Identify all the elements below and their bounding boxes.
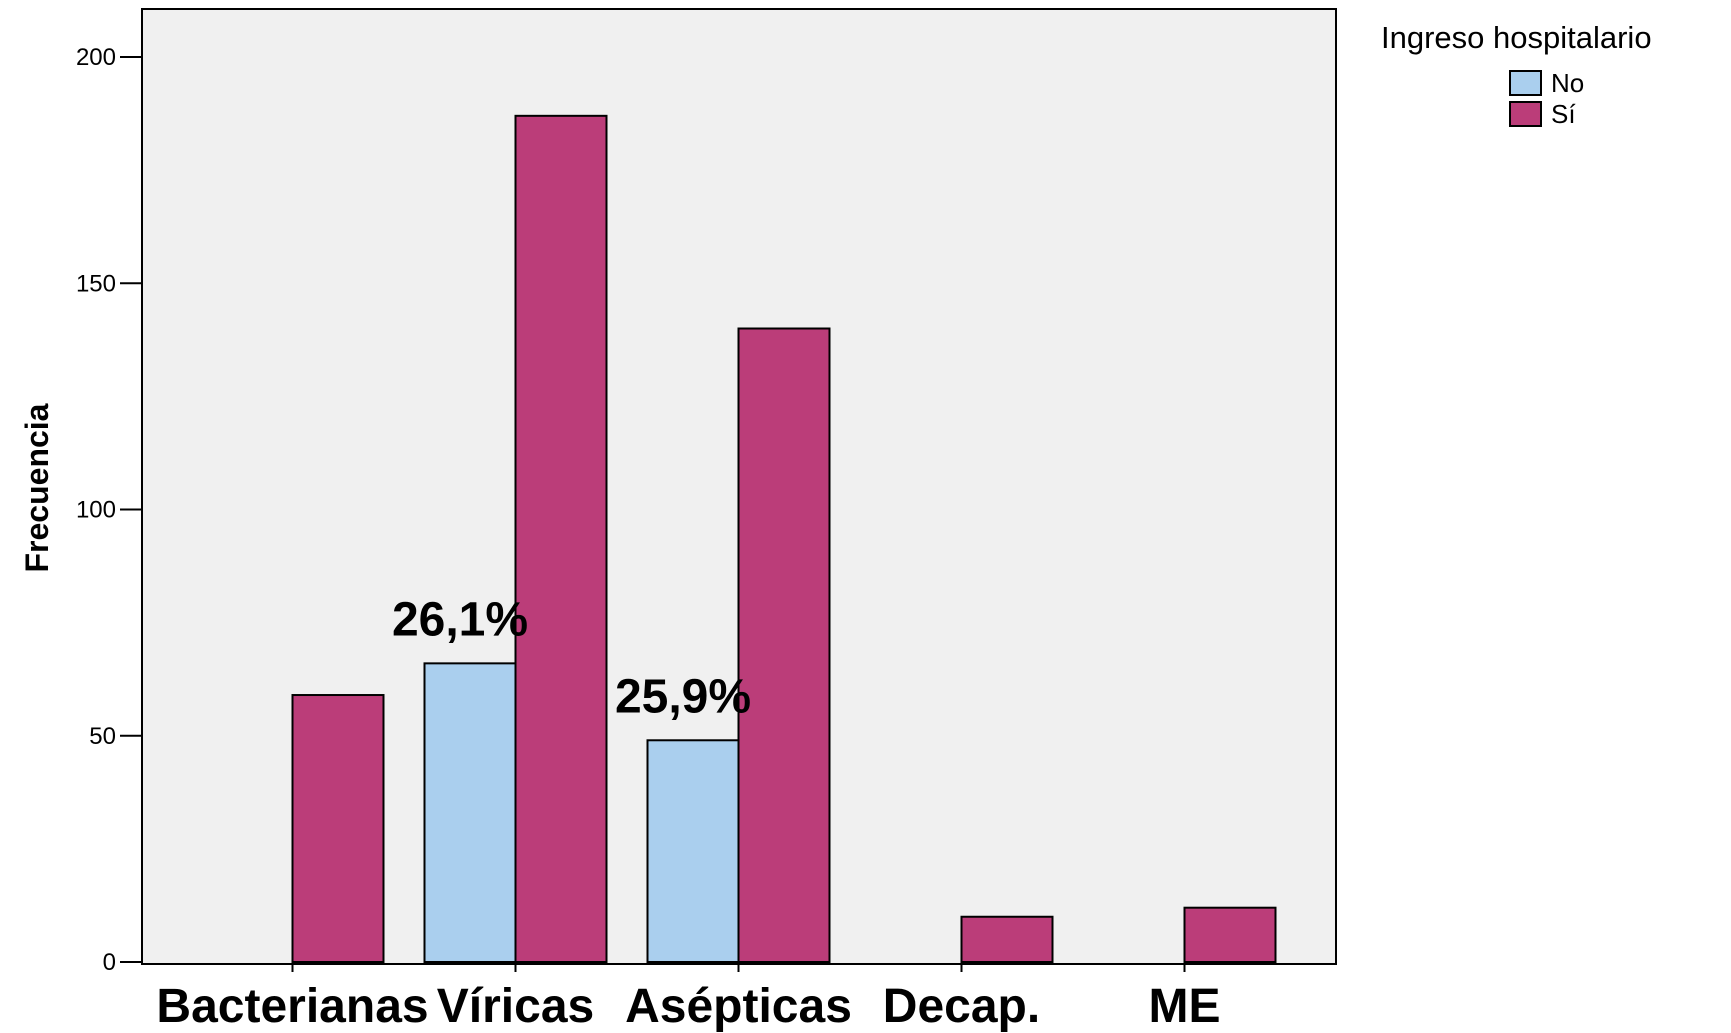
x-tick-label: Víricas — [437, 980, 594, 1033]
y-tick-label: 50 — [89, 723, 116, 750]
y-axis: 0 50 100 150 200 — [76, 44, 142, 976]
y-axis-label: Frecuencia — [19, 403, 55, 572]
bar-bacterianas-sí — [291, 694, 385, 964]
bar-decap-sí — [960, 915, 1054, 963]
legend-label-sí: Sí — [1551, 99, 1576, 129]
y-tick-label: 150 — [76, 270, 116, 297]
bar-me-sí — [1183, 906, 1277, 964]
legend-label-no: No — [1551, 68, 1584, 98]
x-tick-label: Decap. — [883, 980, 1040, 1033]
bar-víricas-no — [423, 662, 517, 963]
y-tick-label: 100 — [76, 497, 116, 524]
x-tick-label: Bacterianas — [156, 980, 428, 1033]
x-tick-label: ME — [1149, 980, 1221, 1033]
annotations: 26,1% 25,9% — [392, 593, 751, 723]
legend-swatch-sí — [1509, 101, 1542, 127]
x-tick-label: Asépticas — [625, 980, 852, 1033]
y-tick-label: 200 — [76, 44, 116, 71]
percent-annotation: 25,9% — [615, 670, 751, 723]
x-axis: Bacterianas Víricas Asépticas Decap. ME — [156, 962, 1221, 1033]
percent-annotation: 26,1% — [392, 593, 528, 646]
bar-asépticas-sí — [737, 327, 831, 963]
legend-swatch-no — [1509, 70, 1542, 96]
bar-asépticas-no — [646, 739, 740, 964]
bar-víricas-sí — [514, 114, 608, 963]
y-tick-label: 0 — [103, 949, 116, 976]
bars — [291, 114, 1277, 964]
legend-title: Ingreso hospitalario — [1381, 20, 1652, 55]
